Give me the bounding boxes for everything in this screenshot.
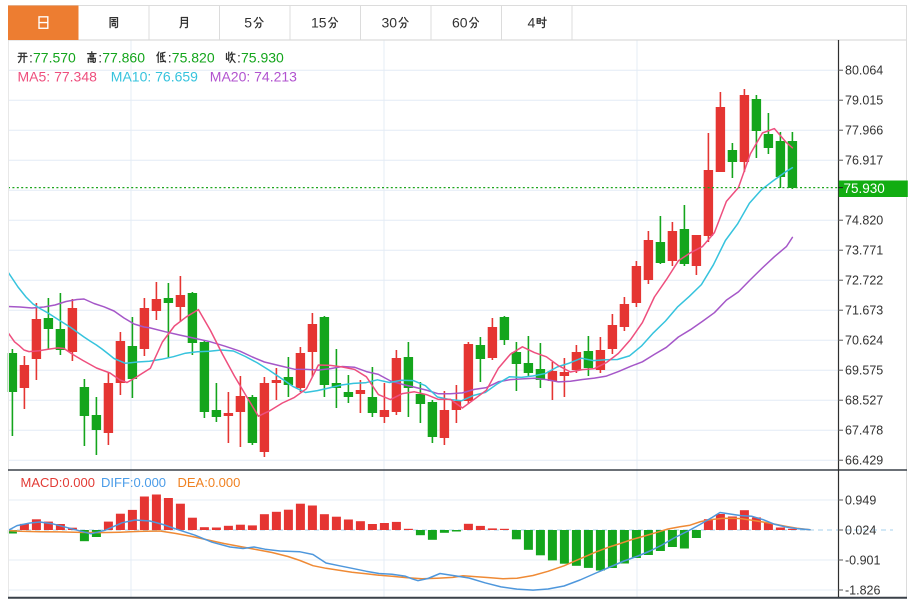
svg-text:70.624: 70.624: [845, 334, 883, 348]
svg-text:77.570: 77.570: [33, 50, 76, 66]
svg-text:15: 15: [311, 15, 327, 31]
svg-text:0.949: 0.949: [845, 493, 876, 507]
svg-text:DIFF:0.000: DIFF:0.000: [101, 475, 166, 490]
svg-text:77.860: 77.860: [102, 50, 145, 66]
svg-text:4: 4: [528, 15, 536, 31]
svg-text:67.478: 67.478: [845, 424, 883, 438]
svg-text:79.015: 79.015: [845, 94, 883, 108]
svg-text:0.024: 0.024: [845, 523, 876, 537]
svg-text:75.820: 75.820: [172, 50, 215, 66]
svg-text:72.722: 72.722: [845, 274, 883, 288]
svg-text:-0.901: -0.901: [845, 553, 880, 567]
svg-text:5: 5: [244, 15, 252, 31]
svg-text:MA10: 76.659: MA10: 76.659: [111, 69, 198, 85]
svg-text:71.673: 71.673: [845, 304, 883, 318]
svg-text::: :: [98, 50, 102, 66]
svg-text:MACD:0.000: MACD:0.000: [21, 475, 95, 490]
svg-text:30: 30: [382, 15, 398, 31]
svg-text:73.771: 73.771: [845, 244, 883, 258]
svg-text:76.917: 76.917: [845, 154, 883, 168]
svg-text:77.966: 77.966: [845, 124, 883, 138]
svg-text:75.930: 75.930: [844, 181, 885, 196]
svg-text:69.575: 69.575: [845, 364, 883, 378]
svg-text:80.064: 80.064: [845, 64, 883, 78]
svg-text:MA20: 74.213: MA20: 74.213: [210, 69, 297, 85]
svg-text:-1.826: -1.826: [845, 583, 880, 597]
svg-text:68.527: 68.527: [845, 394, 883, 408]
svg-text:74.820: 74.820: [845, 214, 883, 228]
svg-text::: :: [29, 50, 33, 66]
svg-text::: :: [237, 50, 241, 66]
svg-text:60: 60: [452, 15, 468, 31]
svg-text:66.429: 66.429: [845, 454, 883, 468]
svg-text::: :: [168, 50, 172, 66]
svg-text:MA5: 77.348: MA5: 77.348: [18, 69, 98, 85]
svg-text:75.930: 75.930: [241, 50, 284, 66]
svg-text:DEA:0.000: DEA:0.000: [178, 475, 241, 490]
